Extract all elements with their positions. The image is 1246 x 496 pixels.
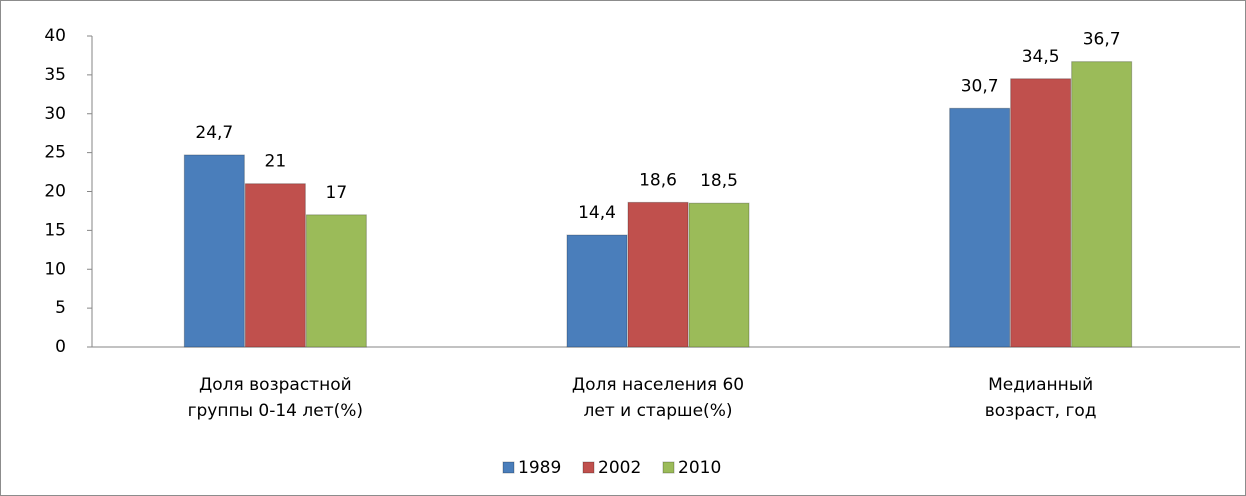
legend-label: 1989 xyxy=(518,458,561,478)
value-label: 36,7 xyxy=(1083,30,1121,50)
y-tick-label: 10 xyxy=(44,259,66,279)
y-tick-label: 5 xyxy=(55,298,66,318)
value-label: 24,7 xyxy=(195,123,233,143)
legend-label: 2002 xyxy=(598,458,641,478)
x-tick-label: Доля населения 60 лет и старше(%) xyxy=(572,375,744,421)
x-tick-label-line: Доля населения 60 xyxy=(572,375,744,395)
value-label: 14,4 xyxy=(578,203,616,223)
value-label: 21 xyxy=(265,152,287,172)
x-tick-label-line: группы 0-14 лет(%) xyxy=(188,401,363,421)
bar xyxy=(1010,78,1072,348)
y-tick-label: 20 xyxy=(44,182,66,202)
value-label: 18,5 xyxy=(700,171,738,191)
y-tick-label: 40 xyxy=(44,26,66,46)
legend-swatch xyxy=(502,461,515,474)
x-tick-label: Медианный возраст, год xyxy=(985,375,1097,421)
y-tick-label: 15 xyxy=(44,220,66,240)
x-tick-label-line: Доля возрастной xyxy=(199,375,352,395)
legend-swatch xyxy=(662,461,675,474)
x-tick-label-line: возраст, год xyxy=(985,401,1097,421)
bar xyxy=(566,234,628,348)
bar xyxy=(627,201,689,348)
bar xyxy=(305,214,367,348)
x-tick-label-line: лет и старше(%) xyxy=(584,401,733,421)
legend-swatch xyxy=(582,461,595,474)
bar xyxy=(1071,61,1133,348)
x-tick-label-line: Медианный xyxy=(988,375,1093,395)
bar xyxy=(183,154,245,348)
value-label: 18,6 xyxy=(639,170,677,190)
bar xyxy=(949,107,1011,348)
y-tick-label: 30 xyxy=(44,104,66,124)
value-label: 17 xyxy=(326,183,348,203)
value-label: 34,5 xyxy=(1022,47,1060,67)
y-tick-label: 35 xyxy=(44,65,66,85)
y-tick-label: 25 xyxy=(44,143,66,163)
y-tick-label: 0 xyxy=(55,337,66,357)
bar xyxy=(244,183,306,348)
x-tick-label: Доля возрастной группы 0-14 лет(%) xyxy=(188,375,363,421)
bar xyxy=(688,202,750,348)
legend-label: 2010 xyxy=(678,458,721,478)
value-label: 30,7 xyxy=(961,76,999,96)
